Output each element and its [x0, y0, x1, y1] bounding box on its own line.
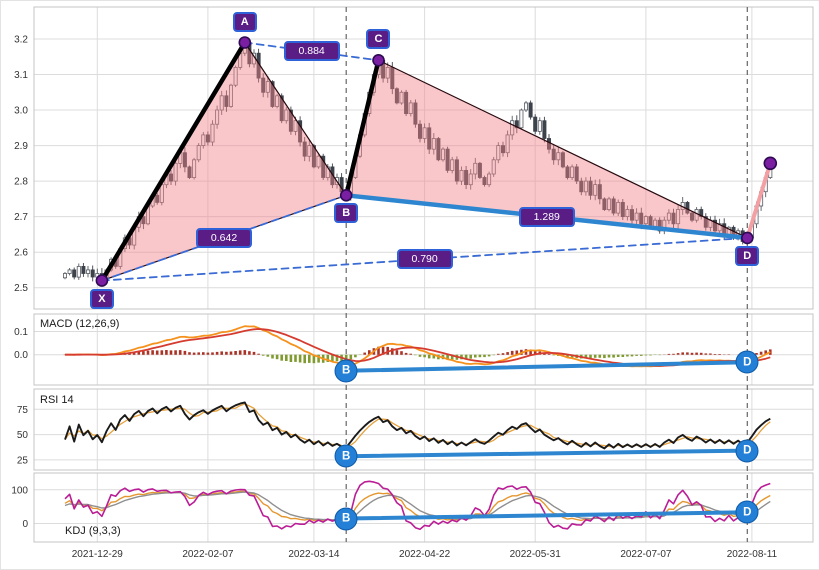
pattern-dot-B[interactable]: [341, 190, 352, 201]
rsi-y-tick-label: 75: [17, 405, 29, 416]
price-y-tick-label: 3.1: [14, 70, 28, 81]
kdj-y-tick-label: 100: [11, 485, 28, 496]
price-y-tick-label: 3.2: [14, 35, 28, 46]
macd-y-tick-label: 0.0: [14, 350, 28, 361]
x-tick-label: 2021-12-29: [72, 549, 124, 560]
price-y-tick-label: 2.9: [14, 141, 28, 152]
macd-d-marker[interactable]: D: [736, 351, 759, 374]
x-tick-label: 2022-08-11: [727, 549, 778, 560]
pattern-point-label-a[interactable]: A: [233, 12, 257, 32]
macd-b-marker[interactable]: B: [335, 359, 358, 382]
rsi-b-marker[interactable]: B: [335, 445, 358, 468]
kdj-panel-label: KDJ (9,3,3): [65, 525, 121, 537]
price-y-tick-label: 2.8: [14, 177, 28, 188]
ratio-label-xd[interactable]: 0.790: [397, 249, 453, 269]
kdj-panel: [34, 473, 813, 542]
kdj-d-marker[interactable]: D: [736, 501, 759, 524]
rsi-panel-label: RSI 14: [40, 394, 74, 406]
x-tick-label: 2022-02-07: [182, 549, 234, 560]
rsi-y-tick-label: 50: [17, 430, 29, 441]
pattern-point-label-x[interactable]: X: [90, 289, 114, 309]
rsi-panel: [34, 389, 813, 470]
ratio-label-ac[interactable]: 0.884: [284, 41, 340, 61]
macd-panel-label: MACD (12,26,9): [40, 318, 119, 330]
x-tick-label: 2022-07-07: [620, 549, 672, 560]
price-y-tick-label: 3.0: [14, 106, 28, 117]
x-tick-label: 2022-03-14: [288, 549, 340, 560]
latest-price-dot[interactable]: [764, 157, 776, 169]
rsi-d-marker[interactable]: D: [736, 439, 759, 462]
price-y-tick-label: 2.5: [14, 283, 28, 294]
pattern-dot-X[interactable]: [96, 275, 107, 286]
pattern-dot-A[interactable]: [239, 37, 250, 48]
x-tick-label: 2022-04-22: [399, 549, 451, 560]
ratio-label-xb[interactable]: 0.642: [196, 228, 252, 248]
pattern-point-label-d[interactable]: D: [735, 246, 759, 266]
pattern-point-label-b[interactable]: B: [334, 203, 358, 223]
rsi-y-tick-label: 25: [17, 455, 29, 466]
pattern-dot-C[interactable]: [373, 55, 384, 66]
kdj-y-tick-label: 0: [22, 519, 28, 530]
price-y-tick-label: 2.6: [14, 248, 28, 259]
price-y-tick-label: 2.7: [14, 212, 28, 223]
kdj-b-marker[interactable]: B: [335, 507, 358, 530]
pattern-dot-D[interactable]: [742, 232, 753, 243]
x-tick-label: 2022-05-31: [510, 549, 562, 560]
ratio-label-bd[interactable]: 1.289: [519, 207, 575, 227]
pattern-point-label-c[interactable]: C: [366, 29, 390, 49]
macd-y-tick-label: 0.1: [14, 327, 28, 338]
